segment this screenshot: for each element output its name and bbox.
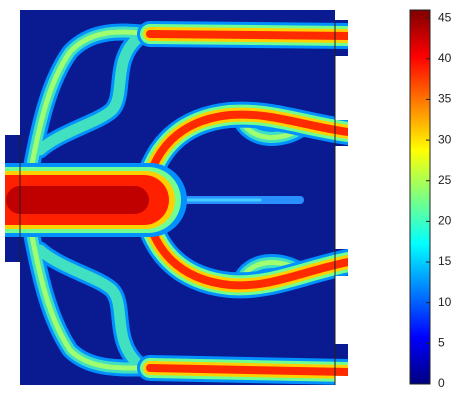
colorbar-tick-label: 10 bbox=[438, 295, 452, 309]
colorbar-tick-label: 40 bbox=[438, 51, 452, 65]
colorbar-tick-label: 15 bbox=[438, 254, 452, 268]
colorbar-tick-label: 45 bbox=[438, 10, 452, 24]
colorbar-tick-label: 0 bbox=[438, 376, 445, 390]
colorbar-tick-label: 5 bbox=[438, 336, 445, 350]
main-channels bbox=[5, 34, 348, 372]
colorbar-tick-label: 25 bbox=[438, 173, 452, 187]
colorbar-tick-label: 35 bbox=[438, 92, 452, 106]
colorbar-tick-label: 20 bbox=[438, 214, 452, 228]
colorbar-scale bbox=[409, 9, 431, 385]
colorbar-tick-label: 30 bbox=[438, 132, 452, 146]
flow-field bbox=[5, 10, 348, 385]
colorbar: 0 5 10 15 20 25 30 35 40 45 bbox=[409, 9, 452, 390]
